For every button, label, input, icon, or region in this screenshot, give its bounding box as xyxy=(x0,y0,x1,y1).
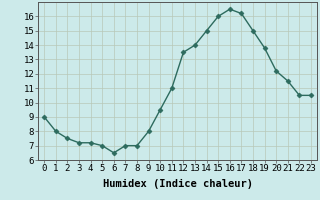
X-axis label: Humidex (Indice chaleur): Humidex (Indice chaleur) xyxy=(103,179,252,189)
